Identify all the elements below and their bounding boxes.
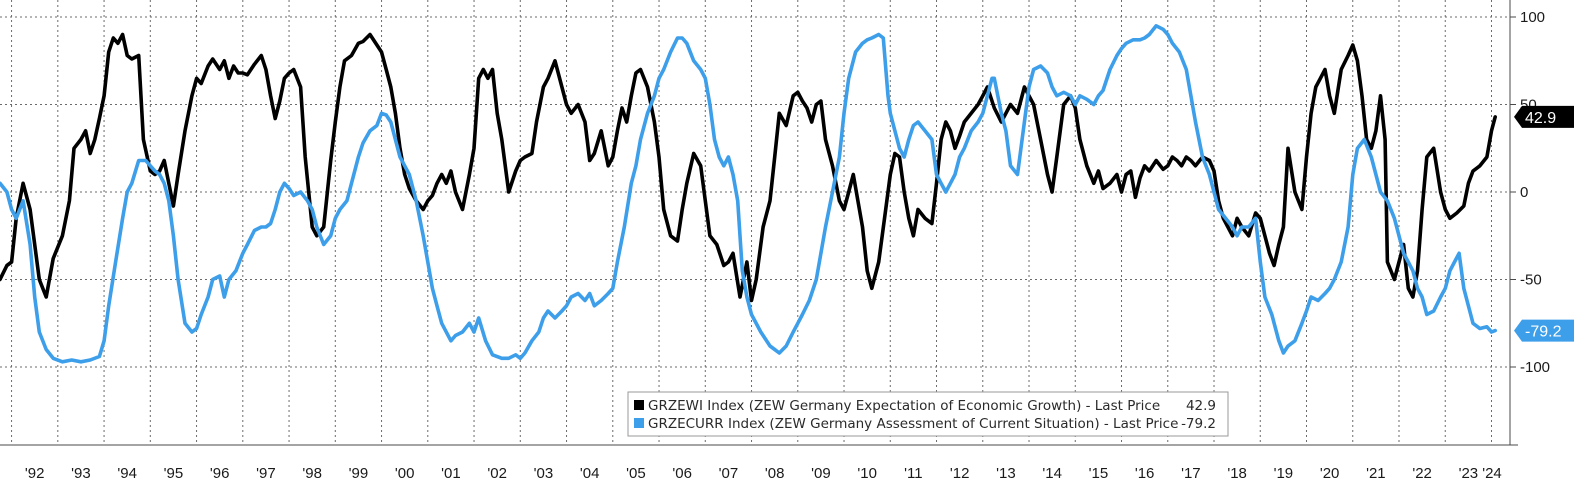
legend-swatch — [634, 418, 644, 428]
legend-entry-value: 42.9 — [1186, 398, 1216, 414]
x-tick-label: '93 — [71, 465, 91, 482]
last-value-label: 42.9 — [1525, 110, 1556, 127]
legend-entry-label: GRZECURR Index (ZEW Germany Assessment o… — [648, 416, 1178, 432]
x-tick-label: '01 — [441, 465, 461, 482]
x-tick-label: '14 — [1042, 465, 1062, 482]
series-lines — [0, 24, 1497, 364]
x-tick-label: '19 — [1274, 465, 1294, 482]
x-tick-label: '06 — [672, 465, 692, 482]
last-value-tag-current-situation — [1514, 319, 1574, 342]
legend-entry-value: -79.2 — [1181, 416, 1216, 432]
x-tick-label: '20 — [1320, 465, 1340, 482]
x-tick-label: '02 — [487, 465, 507, 482]
x-tick-label: '18 — [1227, 465, 1247, 482]
x-tick-label: '00 — [395, 465, 415, 482]
x-axis: '92 '93 '94 '95 '96 '97 '98 '99 '00 '01 '02 '03 '04 '… — [0, 444, 1518, 482]
x-tick-label: '16 — [1135, 465, 1155, 482]
x-tick-label: '15 — [1089, 465, 1109, 482]
legend-entry-label: GRZEWI Index (ZEW Germany Expectation of… — [648, 398, 1160, 414]
x-tick-label: '11 — [904, 465, 922, 482]
x-tick-label: '10 — [857, 465, 877, 482]
legend-swatch — [634, 400, 644, 410]
x-tick-label: '07 — [719, 465, 739, 482]
x-tick-label: '22 — [1412, 465, 1432, 482]
x-tick-label: '12 — [950, 465, 970, 482]
y-tick-label: -50 — [1520, 272, 1542, 289]
x-tick-label: '24 — [1482, 465, 1502, 482]
gridlines — [0, 0, 1510, 445]
y-tick-label: 100 — [1520, 9, 1545, 26]
legend-box — [627, 391, 1229, 437]
x-tick-label: '92 — [25, 465, 45, 482]
last-value-tags: 42.9 -79.2 — [1514, 105, 1574, 342]
x-tick-label: '08 — [765, 465, 785, 482]
x-tick-label: '95 — [164, 465, 184, 482]
x-tick-label: '04 — [580, 465, 600, 482]
legend: GRZEWI Index (ZEW Germany Expectation of… — [627, 391, 1229, 437]
x-tick-label: '23 — [1459, 465, 1479, 482]
x-tick-label: '96 — [210, 465, 230, 482]
x-tick-label: '98 — [302, 465, 322, 482]
x-tick-label: '21 — [1366, 465, 1386, 482]
x-tick-label: '94 — [117, 465, 137, 482]
x-tick-label: '99 — [349, 465, 369, 482]
x-tick-label: '05 — [626, 465, 646, 482]
y-tick-label: 0 — [1520, 184, 1528, 201]
x-tick-label: '09 — [811, 465, 831, 482]
x-tick-label: '97 — [256, 465, 276, 482]
last-value-tag-expectations — [1514, 105, 1574, 128]
x-tick-label: '03 — [534, 465, 554, 482]
x-tick-label: '13 — [996, 465, 1016, 482]
x-tick-label: '17 — [1181, 465, 1201, 482]
last-value-label: -79.2 — [1525, 324, 1562, 341]
series-line-current-situation — [0, 24, 1497, 364]
y-tick-label: -100 — [1520, 359, 1550, 376]
series-line-expectations — [0, 32, 1497, 303]
